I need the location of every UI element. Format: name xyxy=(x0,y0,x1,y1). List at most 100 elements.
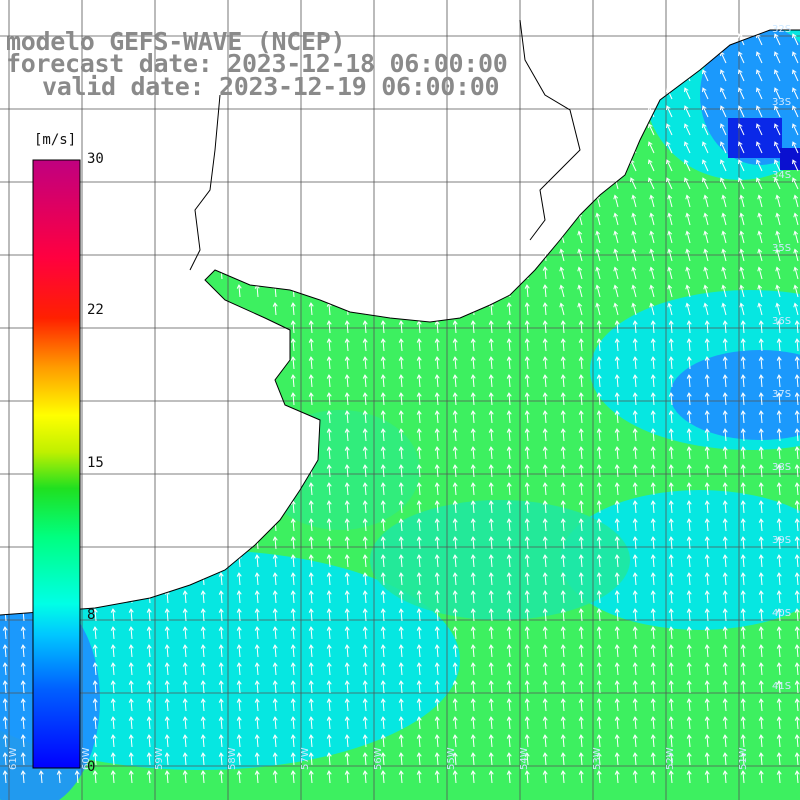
wind-arrow xyxy=(436,339,439,352)
wind-arrow xyxy=(526,519,529,532)
wind-arrow xyxy=(400,375,403,388)
wind-arrow xyxy=(706,393,709,406)
speed-region xyxy=(560,490,800,630)
wind-arrow-head xyxy=(758,500,764,505)
wind-arrow-head xyxy=(650,554,656,559)
wind-arrow-head xyxy=(326,572,332,577)
wind-arrow-head xyxy=(326,698,332,703)
wind-arrow xyxy=(686,249,691,262)
wind-arrow xyxy=(742,357,745,370)
wind-arrow xyxy=(436,663,439,676)
wind-arrow xyxy=(418,483,421,496)
wind-arrow-head xyxy=(666,141,671,147)
wind-arrow xyxy=(742,447,745,460)
wind-arrow xyxy=(328,681,331,694)
wind-arrow-head xyxy=(470,320,476,325)
wind-arrow-head xyxy=(434,572,440,577)
wind-arrow-head xyxy=(290,518,296,523)
wind-arrow-head xyxy=(666,123,671,129)
wind-arrow xyxy=(580,735,583,748)
wind-arrow xyxy=(792,87,799,100)
wind-arrow xyxy=(634,591,637,604)
wind-arrow xyxy=(112,771,115,784)
wind-arrow xyxy=(740,249,745,262)
wind-arrow-head xyxy=(146,626,152,631)
wind-arrow-head xyxy=(578,392,584,397)
wind-arrow-head xyxy=(290,698,296,703)
lon-label: 53W xyxy=(592,747,603,770)
wind-arrow-head xyxy=(650,320,656,325)
wind-arrow xyxy=(508,483,511,496)
wind-arrow-head xyxy=(667,194,673,200)
wind-arrow xyxy=(616,321,619,334)
wind-arrow-head xyxy=(756,177,761,183)
wind-arrow-head xyxy=(452,680,458,685)
wind-arrow-head xyxy=(20,680,26,685)
wind-arrow-head xyxy=(236,770,242,775)
wind-arrow-head xyxy=(740,590,746,595)
wind-arrow xyxy=(598,735,601,748)
wind-arrow-head xyxy=(578,374,584,379)
wind-arrow-head xyxy=(794,320,800,325)
wind-arrow xyxy=(704,285,709,298)
wind-arrow xyxy=(184,699,187,712)
wind-arrow-head xyxy=(434,356,440,361)
wind-arrow-head xyxy=(632,626,638,631)
wind-arrow-head xyxy=(524,464,530,469)
wind-arrow-head xyxy=(308,302,314,307)
wind-arrow-head xyxy=(146,608,152,613)
wind-arrow-head xyxy=(344,482,350,487)
wind-arrow-head xyxy=(182,770,188,775)
wind-arrow-head xyxy=(524,734,530,739)
wind-arrow xyxy=(436,699,439,712)
wind-arrow-head xyxy=(632,698,638,703)
wind-arrow-head xyxy=(380,734,386,739)
wind-arrow xyxy=(490,447,493,460)
wind-arrow-head xyxy=(524,284,530,289)
wind-arrow-head xyxy=(740,662,746,667)
wind-arrow-head xyxy=(470,716,476,721)
wind-arrow xyxy=(792,51,799,64)
wind-arrow-head xyxy=(326,518,332,523)
wind-arrow-head xyxy=(2,734,8,739)
wind-arrow-head xyxy=(488,320,494,325)
wind-arrow-head xyxy=(631,212,637,218)
wind-arrow xyxy=(758,267,763,280)
wind-arrow xyxy=(472,321,475,334)
wind-arrow xyxy=(720,51,727,64)
wind-arrow-head xyxy=(272,608,278,613)
wind-arrow xyxy=(578,231,583,244)
wind-arrow-head xyxy=(524,302,530,307)
wind-arrow-head xyxy=(595,230,601,236)
wind-arrow xyxy=(436,411,439,424)
wind-arrow xyxy=(490,771,493,784)
wind-arrow-head xyxy=(614,464,620,469)
wind-arrow xyxy=(776,303,781,316)
lat-label: 37S xyxy=(772,389,791,400)
wind-arrow-head xyxy=(506,698,512,703)
wind-arrow xyxy=(508,375,511,388)
wind-arrow xyxy=(472,645,475,658)
wind-arrow-head xyxy=(524,680,530,685)
wind-arrow xyxy=(616,339,619,352)
wind-arrow-head xyxy=(398,572,404,577)
wind-arrow-head xyxy=(776,770,782,775)
wind-arrow-head xyxy=(758,356,764,361)
wind-arrow-head xyxy=(326,482,332,487)
wind-arrow-head xyxy=(254,536,260,541)
wind-arrow-head xyxy=(326,374,332,379)
wind-arrow-head xyxy=(632,536,638,541)
wind-arrow xyxy=(436,465,439,478)
wind-arrow xyxy=(652,411,655,424)
wind-arrow-head xyxy=(254,680,260,685)
wind-arrow xyxy=(632,231,637,244)
wind-arrow xyxy=(634,699,637,712)
wind-arrow-head xyxy=(524,770,530,775)
wind-arrow xyxy=(400,735,403,748)
wind-arrow xyxy=(94,609,97,622)
wind-arrow-head xyxy=(344,338,350,343)
wind-arrow-head xyxy=(794,464,800,469)
wind-arrow xyxy=(238,681,241,694)
wind-arrow-head xyxy=(506,734,512,739)
wind-arrow-head xyxy=(92,698,98,703)
